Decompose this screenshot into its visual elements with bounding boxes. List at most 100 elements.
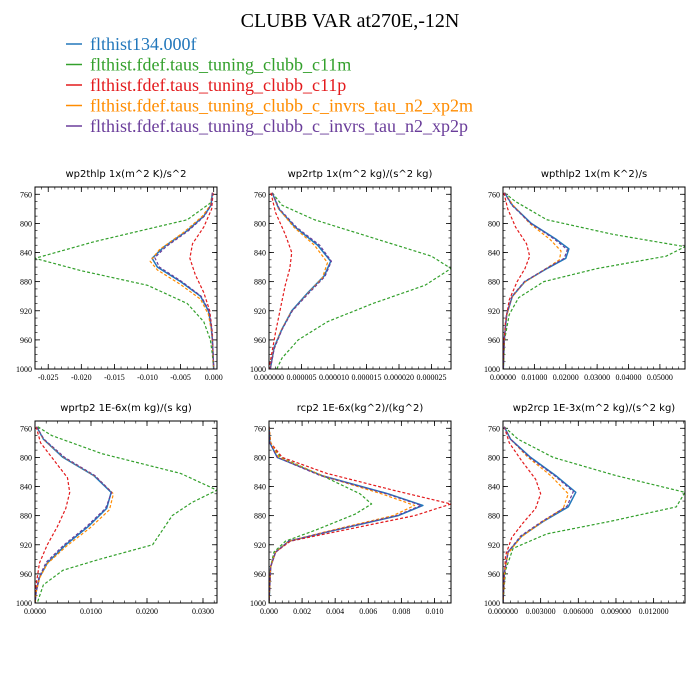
chart-panel: wp2rcp 1E-3x(m^2 kg)/(s^2 kg) 760 800 840 88… bbox=[484, 403, 686, 616]
chart-panel: wp2rtp 1x(m^2 kg)/(s^2 kg) 760 800 840 880 92… bbox=[250, 169, 452, 382]
x-tick-label: 0.003000 bbox=[526, 607, 556, 616]
x-tick-label: -0.015 bbox=[104, 373, 125, 382]
x-tick-label: 0.0100 bbox=[80, 607, 102, 616]
x-tick-label: 0.000000 bbox=[488, 607, 518, 616]
x-tick-label: 0.008 bbox=[392, 607, 410, 616]
chart-panels: wp2thlp 1x(m^2 K)/s^2 760 800 840 880 920 960 1… bbox=[16, 169, 686, 616]
plot-frame bbox=[34, 186, 218, 370]
x-tick-label: 0.012000 bbox=[639, 607, 669, 616]
y-tick-label: 920 bbox=[254, 541, 266, 550]
series-line bbox=[503, 192, 531, 369]
chart-panel: rcp2 1E-6x(kg^2)/(kg^2) 760 800 840 880 920 96… bbox=[250, 403, 452, 616]
series-line bbox=[269, 192, 332, 369]
x-tick-label: 0.000 bbox=[260, 607, 278, 616]
x-tick-label: 0.000010 bbox=[319, 373, 349, 382]
x-tick-label: 0.0000 bbox=[24, 607, 46, 616]
y-tick-label: 920 bbox=[488, 307, 500, 316]
x-tick-label: 0.05000 bbox=[647, 373, 673, 382]
series-line bbox=[271, 192, 451, 369]
series-line bbox=[503, 426, 574, 603]
series-line bbox=[503, 426, 685, 603]
x-tick-label: 0.004 bbox=[326, 607, 344, 616]
y-tick-label: 1000 bbox=[250, 365, 266, 374]
x-tick-label: 0.000025 bbox=[417, 373, 447, 382]
x-tick-label: -0.025 bbox=[38, 373, 59, 382]
y-tick-label: 800 bbox=[254, 453, 266, 462]
y-tick-label: 760 bbox=[254, 190, 266, 199]
series-line bbox=[503, 426, 569, 603]
series-line bbox=[35, 192, 215, 369]
y-tick-label: 1000 bbox=[484, 599, 500, 608]
y-tick-label: 920 bbox=[488, 541, 500, 550]
y-tick-label: 920 bbox=[254, 307, 266, 316]
series-line bbox=[269, 426, 424, 603]
chart-panel: wp2thlp 1x(m^2 K)/s^2 760 800 840 880 920 960 1… bbox=[16, 169, 223, 382]
x-tick-label: 0.0300 bbox=[192, 607, 214, 616]
legend: flthist134.000fflthist.fdef.taus_tuning_… bbox=[66, 34, 473, 136]
y-tick-label: 960 bbox=[20, 570, 32, 579]
x-tick-label: 0.02000 bbox=[553, 373, 579, 382]
series-line bbox=[269, 426, 451, 603]
series-line bbox=[149, 192, 215, 369]
x-tick-label: 0.002 bbox=[293, 607, 311, 616]
series-line bbox=[503, 192, 570, 369]
series-line bbox=[36, 426, 217, 603]
plot-frame bbox=[502, 420, 686, 604]
x-tick-label: -0.005 bbox=[170, 373, 191, 382]
series-line bbox=[269, 426, 422, 603]
series-line bbox=[151, 192, 215, 369]
y-tick-label: 760 bbox=[20, 190, 32, 199]
y-tick-label: 880 bbox=[488, 278, 500, 287]
series-line bbox=[189, 192, 215, 369]
x-tick-label: 0.000005 bbox=[287, 373, 317, 382]
y-tick-label: 920 bbox=[20, 307, 32, 316]
y-tick-label: 960 bbox=[488, 336, 500, 345]
chart-panel: wpthlp2 1x(m K^2)/s 760 800 840 880 920 960 100… bbox=[484, 169, 686, 382]
legend-entry: flthist.fdef.taus_tuning_clubb_c_invrs_t… bbox=[90, 96, 473, 116]
y-tick-label: 800 bbox=[488, 219, 500, 228]
x-tick-label: 0.006 bbox=[359, 607, 377, 616]
y-tick-label: 1000 bbox=[16, 365, 32, 374]
x-tick-label: 0.010 bbox=[425, 607, 443, 616]
y-tick-label: 920 bbox=[20, 541, 32, 550]
series-line bbox=[503, 426, 542, 603]
x-tick-label: 0.009000 bbox=[601, 607, 631, 616]
y-tick-label: 1000 bbox=[16, 599, 32, 608]
plot-frame bbox=[502, 186, 686, 370]
x-tick-label: 0.04000 bbox=[616, 373, 642, 382]
y-tick-label: 760 bbox=[488, 424, 500, 433]
y-tick-label: 840 bbox=[254, 249, 266, 258]
legend-entry: flthist.fdef.taus_tuning_clubb_c_invrs_t… bbox=[90, 116, 468, 136]
y-tick-label: 960 bbox=[254, 570, 266, 579]
y-tick-label: 840 bbox=[488, 249, 500, 258]
y-tick-label: 960 bbox=[254, 336, 266, 345]
y-tick-label: 880 bbox=[254, 278, 266, 287]
plot-frame bbox=[268, 420, 452, 604]
y-tick-label: 1000 bbox=[250, 599, 266, 608]
x-tick-label: 0.000 bbox=[205, 373, 223, 382]
x-tick-label: 0.00000 bbox=[490, 373, 516, 382]
y-tick-label: 760 bbox=[488, 190, 500, 199]
y-tick-label: 880 bbox=[20, 512, 32, 521]
y-tick-label: 840 bbox=[20, 249, 32, 258]
x-tick-label: 0.03000 bbox=[584, 373, 610, 382]
x-tick-label: 0.01000 bbox=[521, 373, 547, 382]
x-tick-label: 0.006000 bbox=[563, 607, 593, 616]
y-tick-label: 800 bbox=[20, 219, 32, 228]
series-line bbox=[35, 426, 114, 603]
y-tick-label: 800 bbox=[20, 453, 32, 462]
panel-title: wprtp2 1E-6x(m kg)/(s kg) bbox=[60, 403, 192, 414]
plot-frame bbox=[34, 420, 218, 604]
series-line bbox=[35, 426, 113, 603]
legend-entry: flthist.fdef.taus_tuning_clubb_c11p bbox=[90, 75, 346, 95]
series-line bbox=[269, 192, 332, 369]
legend-entry: flthist.fdef.taus_tuning_clubb_c11m bbox=[90, 55, 351, 75]
y-tick-label: 760 bbox=[254, 424, 266, 433]
y-tick-label: 880 bbox=[20, 278, 32, 287]
y-tick-label: 840 bbox=[20, 483, 32, 492]
x-tick-label: 0.000000 bbox=[254, 373, 284, 382]
legend-entry: flthist134.000f bbox=[90, 34, 197, 54]
y-tick-label: 840 bbox=[488, 483, 500, 492]
chart-panel: wprtp2 1E-6x(m kg)/(s kg) 760 800 840 880 920… bbox=[16, 403, 218, 616]
panel-title: wp2rtp 1x(m^2 kg)/(s^2 kg) bbox=[288, 169, 433, 180]
